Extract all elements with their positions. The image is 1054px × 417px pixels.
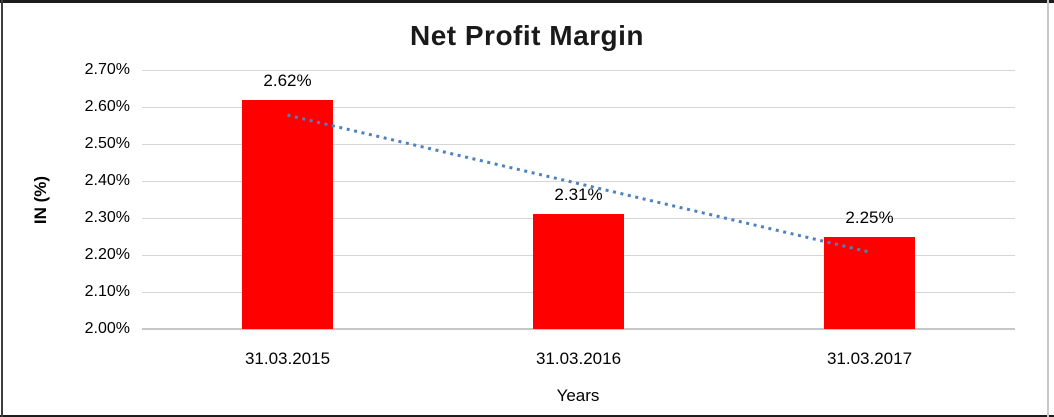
bar	[533, 214, 624, 329]
gridline	[142, 106, 1015, 108]
y-axis-tick-label: 2.60%	[84, 98, 130, 115]
canvas-border-left	[1, 0, 3, 417]
bar	[824, 236, 915, 329]
x-axis-tick-label: 31.03.2017	[826, 349, 913, 368]
canvas-border-top	[0, 0, 1054, 3]
data-label: 2.62%	[263, 70, 312, 90]
y-axis-tick-label: 2.20%	[84, 246, 130, 263]
bar	[242, 99, 333, 329]
y-axis-tick-label: 2.10%	[84, 283, 130, 300]
y-axis-tick-label: 2.30%	[84, 209, 130, 226]
data-label: 2.25%	[845, 207, 894, 227]
x-axis-tick-label: 31.03.2016	[535, 349, 622, 368]
data-label: 2.31%	[554, 185, 603, 205]
y-axis-tick-label: 2.00%	[84, 320, 130, 337]
gridline	[142, 69, 1015, 71]
x-axis-tick-label: 31.03.2015	[244, 349, 331, 368]
canvas-border-right	[1047, 0, 1049, 417]
y-axis-tick-label: 2.40%	[84, 172, 130, 189]
chart-title: Net Profit Margin	[409, 20, 645, 51]
y-axis-tick-label: 2.70%	[84, 61, 130, 78]
x-axis-title: Years	[556, 386, 600, 405]
x-axis-line	[142, 328, 1015, 330]
canvas-border-bottom	[0, 415, 1054, 417]
y-axis-tick-label: 2.50%	[84, 135, 130, 152]
